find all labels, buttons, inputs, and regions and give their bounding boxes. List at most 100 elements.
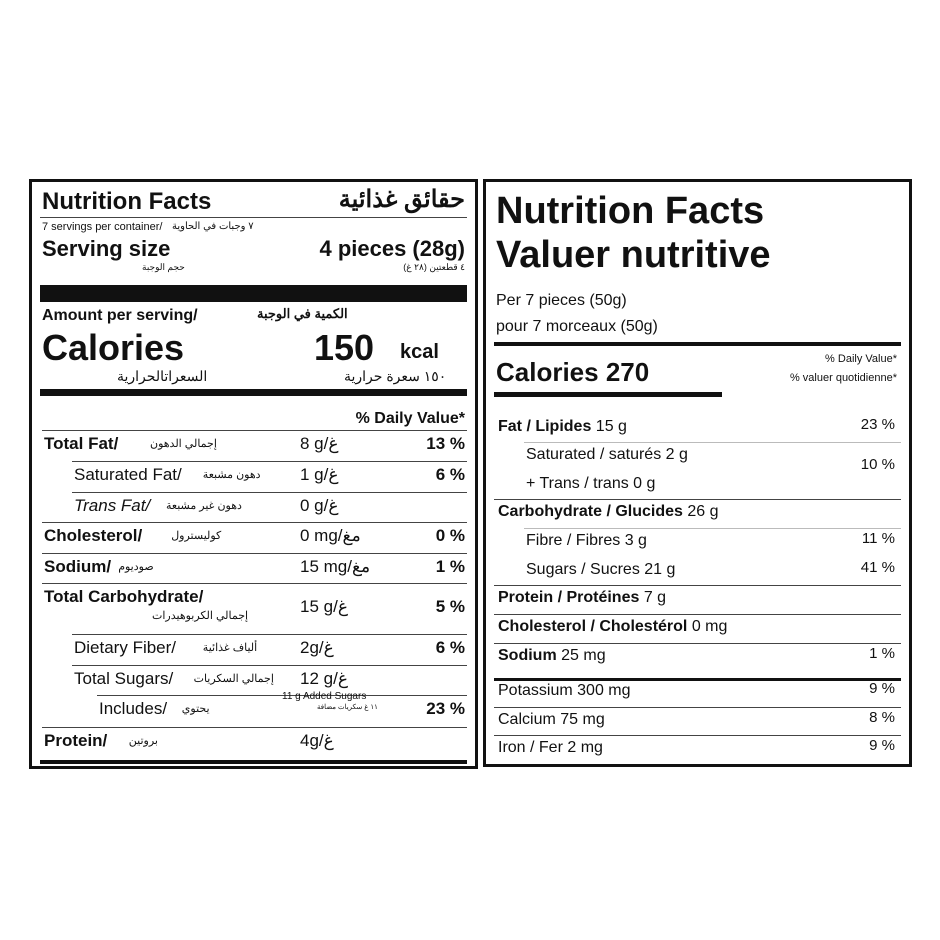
title-fr: Valuer nutritive xyxy=(496,234,771,276)
row-divider xyxy=(42,522,467,523)
row-item: Carbohydrate / Glucides 26 g xyxy=(498,503,719,521)
row-label: Fat / Lipides xyxy=(498,418,592,435)
row-divider xyxy=(494,499,901,500)
row-label: Sodium xyxy=(498,647,557,664)
per-serving-en: Per 7 pieces (50g) xyxy=(496,292,627,309)
serving-size-value-ar: ٤ قطعتين (٢٨ غ) xyxy=(403,262,465,272)
calories-unit: kcal xyxy=(400,341,439,363)
row-label: Total Sugars/ xyxy=(74,669,174,688)
row-divider xyxy=(42,553,467,554)
row-divider xyxy=(524,442,901,443)
row-label: Iron / Fer xyxy=(498,739,563,756)
row-item: Saturated / saturés 2 g xyxy=(526,446,688,464)
row-label: Sugars / Sucres xyxy=(526,561,640,578)
row-daily-value: 23 % xyxy=(426,699,465,718)
thick-divider xyxy=(494,342,901,346)
row-item: Potassium 300 mg xyxy=(498,682,631,700)
serving-size-value: 4 pieces (28g) xyxy=(319,236,465,261)
row-item: Fibre / Fibres 3 g xyxy=(526,532,647,550)
row-amount: 25 mg xyxy=(561,647,606,664)
row-amount: 2 mg xyxy=(567,739,603,756)
row-label-ar: كوليسترول xyxy=(171,530,222,542)
row-amount: 300 mg xyxy=(577,682,631,699)
servings-per-container: 7 servings per container/ xyxy=(42,221,163,233)
title: Nutrition Facts xyxy=(42,188,212,215)
row-amount: 1 g/غ xyxy=(300,465,339,484)
row-amount: 15 g xyxy=(595,418,627,435)
row-item: + Trans / trans 0 g xyxy=(526,475,655,493)
row-amount: 12 g/غ xyxy=(300,669,348,688)
row-label: Includes/ xyxy=(99,699,168,718)
row-daily-value: 6 % xyxy=(435,638,465,657)
row-daily-value: 1 % xyxy=(435,557,465,576)
row-divider xyxy=(494,735,901,736)
row-label: Dietary Fiber/ xyxy=(74,638,177,657)
thick-divider xyxy=(494,392,722,397)
amount-per-serving: Amount per serving/ xyxy=(42,307,198,324)
nutrition-label-bilingual-ar: Nutrition Facts حقائق غذائية 7 servings … xyxy=(29,179,478,769)
row-amount: 0 g/غ xyxy=(300,496,339,515)
row-label-ar: إجمالي السكريات xyxy=(193,673,274,685)
row-divider xyxy=(494,643,901,644)
row-daily-value: 0 % xyxy=(435,526,465,545)
row-amount: 0 mg xyxy=(691,618,728,635)
row-item: Sugars / Sucres 21 g xyxy=(526,561,675,579)
row-divider xyxy=(524,528,901,529)
row-label: Protein/ xyxy=(44,731,108,750)
row-label: Trans Fat/ xyxy=(74,496,151,515)
row-amount: 0 mg/مغ xyxy=(300,526,361,545)
row-divider xyxy=(494,707,901,708)
row-amount: 75 mg xyxy=(560,711,605,728)
per-serving-fr: pour 7 morceaux (50g) xyxy=(496,318,658,335)
row-label: Fibre / Fibres xyxy=(526,532,621,549)
row-item: Iron / Fer 2 mg xyxy=(498,739,603,757)
row-label: Protein / Protéines xyxy=(498,589,640,606)
row-label: Total Fat/ xyxy=(44,434,119,453)
row-divider xyxy=(42,583,467,584)
row-daily-value: 5 % xyxy=(435,597,465,616)
row-item: Calcium 75 mg xyxy=(498,711,605,729)
row-divider xyxy=(494,585,901,586)
row-label-ar: إجمالي الكربوهيدرات xyxy=(152,610,249,622)
row-label: + Trans / trans xyxy=(526,475,629,492)
thick-divider xyxy=(40,389,467,396)
row-daily-value: 6 % xyxy=(435,465,465,484)
row-amount: 0 g xyxy=(633,475,656,492)
row-label: Sodium/ xyxy=(44,557,112,576)
row-daily-value: 13 % xyxy=(426,434,465,453)
dv-header-en: % Daily Value* xyxy=(825,353,897,365)
row-label: Potassium xyxy=(498,682,573,699)
row-daily-value: 10 % xyxy=(860,456,895,473)
row-item: Sodium 25 mg xyxy=(498,647,606,665)
row-amount: 11 g Added Sugars xyxy=(282,691,367,702)
row-amount-ar: ١١ غ سكريات مضافة xyxy=(317,704,378,711)
row-amount: 7 g xyxy=(643,589,667,606)
row-label: Cholesterol / Cholestérol xyxy=(498,618,688,635)
row-label-ar: يحتوي xyxy=(181,703,210,715)
row-label: Carbohydrate / Glucides xyxy=(498,503,683,520)
row-amount: 21 g xyxy=(644,561,676,578)
row-daily-value: 11 % xyxy=(861,530,895,547)
row-daily-value: 8 % xyxy=(869,709,895,726)
row-label: Cholesterol/ xyxy=(44,526,143,545)
row-amount: 15 mg/مغ xyxy=(300,557,371,576)
bottom-divider xyxy=(40,760,467,764)
title-en: Nutrition Facts xyxy=(496,190,765,232)
calories-value-ar: ١٥٠ سعرة حرارية xyxy=(344,368,447,384)
row-divider xyxy=(72,492,467,493)
row-daily-value: 9 % xyxy=(869,737,895,754)
row-daily-value: 23 % xyxy=(860,416,895,433)
dv-header-fr: % valuer quotidienne* xyxy=(789,372,897,384)
row-divider xyxy=(72,461,467,462)
row-divider xyxy=(72,665,467,666)
amount-per-serving-ar: الكمية في الوجبة xyxy=(257,306,348,321)
row-daily-value: 9 % xyxy=(869,680,895,697)
row-amount: 26 g xyxy=(687,503,719,520)
row-label-ar: بروتين xyxy=(128,735,158,747)
row-label-ar: دهون غير مشبعة xyxy=(166,500,242,512)
row-label: Calcium xyxy=(498,711,556,728)
row-label: Total Carbohydrate/ xyxy=(44,587,204,606)
row-label-ar: ألياف غذائية xyxy=(202,642,258,654)
calories-label-ar: السعراتالحرارية xyxy=(117,368,208,384)
row-label-ar: دهون مشبعة xyxy=(202,469,261,481)
